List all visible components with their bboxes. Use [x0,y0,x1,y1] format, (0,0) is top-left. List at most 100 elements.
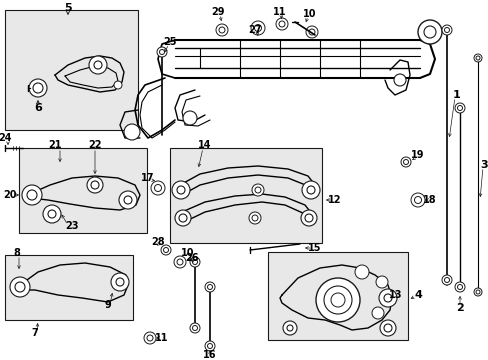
Circle shape [414,197,421,203]
Circle shape [457,284,462,289]
Circle shape [248,212,261,224]
Circle shape [375,276,387,288]
Text: 15: 15 [307,243,321,253]
Circle shape [305,26,317,38]
Circle shape [111,273,129,291]
Circle shape [254,187,261,193]
Circle shape [124,124,140,140]
Circle shape [216,24,227,36]
Text: 7: 7 [32,328,38,338]
Text: 14: 14 [198,140,211,150]
Circle shape [48,210,56,218]
Circle shape [383,294,391,302]
Circle shape [154,184,161,192]
Bar [5,10,138,130]
Circle shape [301,210,316,226]
Circle shape [204,282,215,292]
Circle shape [275,18,287,30]
Circle shape [190,257,200,267]
Bar [267,252,407,340]
Circle shape [172,181,190,199]
Text: 9: 9 [104,300,111,310]
Circle shape [400,157,410,167]
Circle shape [441,275,451,285]
Circle shape [33,83,43,93]
Circle shape [254,24,261,31]
Text: 8: 8 [14,248,20,258]
Circle shape [305,214,312,222]
Text: 6: 6 [34,103,42,113]
Circle shape [403,159,407,165]
Text: 29: 29 [211,7,224,17]
Circle shape [29,79,47,97]
Text: 25: 25 [163,37,176,47]
Circle shape [192,260,197,265]
Circle shape [410,193,424,207]
Circle shape [114,81,122,89]
Circle shape [417,20,441,44]
Circle shape [119,191,137,209]
Circle shape [192,325,197,330]
Text: 20: 20 [3,190,17,200]
Circle shape [441,25,451,35]
Circle shape [22,185,42,205]
Text: 18: 18 [422,195,436,205]
Text: 2: 2 [455,303,463,313]
Text: 28: 28 [151,237,164,247]
Circle shape [324,286,351,314]
Circle shape [302,181,319,199]
Circle shape [15,282,25,292]
Text: 24: 24 [0,133,12,143]
Circle shape [279,21,285,27]
Circle shape [251,215,258,221]
Text: 10: 10 [303,9,316,19]
Circle shape [315,278,359,322]
Text: 3: 3 [479,160,487,170]
Circle shape [286,325,292,331]
Circle shape [454,282,464,292]
Circle shape [183,111,197,125]
Circle shape [457,105,462,111]
Bar [5,255,133,320]
Circle shape [163,248,168,252]
Circle shape [251,184,264,196]
Circle shape [473,54,481,62]
Circle shape [393,74,405,86]
Circle shape [43,205,61,223]
Circle shape [161,245,171,255]
Circle shape [94,61,102,69]
Circle shape [454,103,464,113]
Circle shape [444,27,448,32]
Circle shape [371,307,383,319]
Text: 11: 11 [155,333,168,343]
Text: 4: 4 [413,290,421,300]
Text: 26: 26 [185,253,198,263]
Text: 10: 10 [181,248,194,258]
Circle shape [174,256,185,268]
Circle shape [179,214,186,222]
Circle shape [124,196,132,204]
Circle shape [423,26,435,38]
Circle shape [207,284,212,289]
Circle shape [159,49,164,54]
Circle shape [87,177,103,193]
Circle shape [383,324,391,332]
Text: 16: 16 [203,350,216,360]
Circle shape [157,47,167,57]
Circle shape [91,181,99,189]
Circle shape [308,29,314,35]
Circle shape [143,332,156,344]
Circle shape [204,341,215,351]
Circle shape [10,277,30,297]
Circle shape [219,27,224,33]
Circle shape [177,259,183,265]
Circle shape [151,181,164,195]
Circle shape [177,186,184,194]
Circle shape [250,21,264,35]
Circle shape [207,343,212,348]
Text: 1: 1 [452,90,460,100]
Circle shape [27,190,37,200]
Circle shape [330,293,345,307]
Circle shape [190,323,200,333]
Text: 12: 12 [327,195,341,205]
